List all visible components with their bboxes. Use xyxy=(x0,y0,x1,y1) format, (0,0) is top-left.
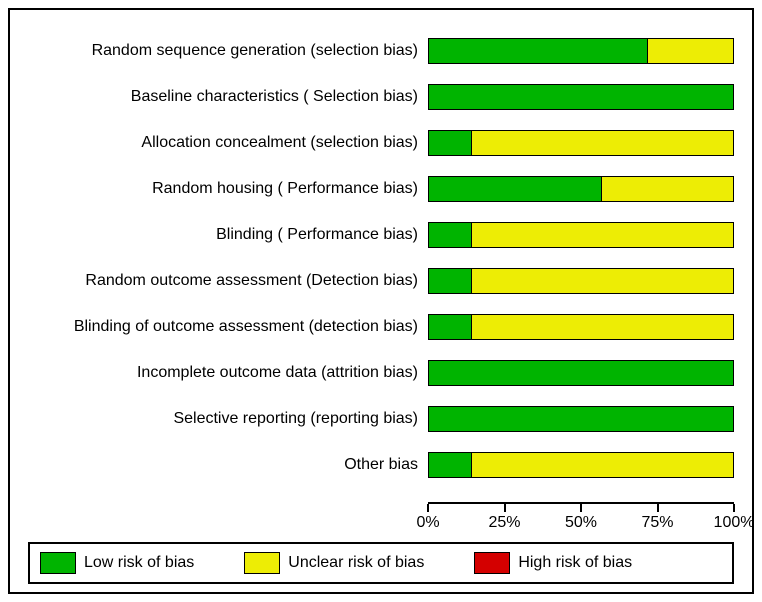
risk-of-bias-chart: Random sequence generation (selection bi… xyxy=(0,0,762,602)
category-labels-column: Random sequence generation (selection bi… xyxy=(28,24,428,502)
stacked-bar xyxy=(428,130,734,156)
category-label-row: Blinding ( Performance bias) xyxy=(28,212,428,258)
category-label-row: Other bias xyxy=(28,442,428,488)
bar-row xyxy=(428,442,734,488)
bar-segment-unclear xyxy=(472,223,733,247)
legend-swatch xyxy=(244,552,280,574)
bar-segment-low xyxy=(429,315,472,339)
stacked-bar xyxy=(428,176,734,202)
axis-tick xyxy=(733,504,735,512)
bar-segment-unclear xyxy=(472,453,733,477)
bar-segment-low xyxy=(429,85,733,109)
bar-row xyxy=(428,120,734,166)
category-label: Allocation concealment (selection bias) xyxy=(28,134,428,152)
legend-item: Unclear risk of bias xyxy=(244,552,424,574)
category-label: Incomplete outcome data (attrition bias) xyxy=(28,364,428,382)
bar-segment-low xyxy=(429,407,733,431)
category-label-row: Random housing ( Performance bias) xyxy=(28,166,428,212)
category-label-row: Blinding of outcome assessment (detectio… xyxy=(28,304,428,350)
category-label: Random outcome assessment (Detection bia… xyxy=(28,272,428,290)
legend-item: High risk of bias xyxy=(474,552,632,574)
bar-row xyxy=(428,212,734,258)
stacked-bar xyxy=(428,314,734,340)
legend-label: Low risk of bias xyxy=(84,554,194,572)
category-label: Blinding of outcome assessment (detectio… xyxy=(28,318,428,336)
axis-tick xyxy=(427,504,429,512)
axis-tick-label: 0% xyxy=(416,514,439,532)
stacked-bar xyxy=(428,406,734,432)
stacked-bar xyxy=(428,222,734,248)
category-label-row: Random sequence generation (selection bi… xyxy=(28,28,428,74)
bar-segment-unclear xyxy=(472,269,733,293)
bar-row xyxy=(428,350,734,396)
stacked-bar xyxy=(428,452,734,478)
legend: Low risk of bias Unclear risk of bias High… xyxy=(28,542,734,584)
axis-tick-label: 50% xyxy=(565,514,597,532)
axis-tick xyxy=(657,504,659,512)
chart-frame: Random sequence generation (selection bi… xyxy=(8,8,754,594)
category-label-row: Selective reporting (reporting bias) xyxy=(28,396,428,442)
legend-swatch xyxy=(474,552,510,574)
bar-segment-unclear xyxy=(472,315,733,339)
axis-tick xyxy=(580,504,582,512)
bar-segment-unclear xyxy=(472,131,733,155)
bar-segment-low xyxy=(429,177,602,201)
bar-segment-low xyxy=(429,453,472,477)
bar-segment-low xyxy=(429,39,648,63)
axis-tick-label: 75% xyxy=(641,514,673,532)
stacked-bar xyxy=(428,268,734,294)
axis-tick-label: 25% xyxy=(488,514,520,532)
bar-row xyxy=(428,258,734,304)
category-label: Other bias xyxy=(28,456,428,474)
bar-segment-low xyxy=(429,223,472,247)
stacked-bar xyxy=(428,360,734,386)
chart-plot-area: Random sequence generation (selection bi… xyxy=(28,24,734,502)
x-axis-area: 0%25%50%75%100% xyxy=(428,502,734,538)
category-label-row: Allocation concealment (selection bias) xyxy=(28,120,428,166)
axis-tick xyxy=(504,504,506,512)
bar-row xyxy=(428,74,734,120)
bar-segment-low xyxy=(429,269,472,293)
legend-swatch xyxy=(40,552,76,574)
legend-label: Unclear risk of bias xyxy=(288,554,424,572)
category-label-row: Baseline characteristics ( Selection bia… xyxy=(28,74,428,120)
legend-item: Low risk of bias xyxy=(40,552,194,574)
bar-row xyxy=(428,396,734,442)
bars-column xyxy=(428,24,734,502)
legend-label: High risk of bias xyxy=(518,554,632,572)
bar-row xyxy=(428,304,734,350)
stacked-bar xyxy=(428,84,734,110)
bar-segment-low xyxy=(429,361,733,385)
category-label: Blinding ( Performance bias) xyxy=(28,226,428,244)
category-label-row: Incomplete outcome data (attrition bias) xyxy=(28,350,428,396)
bar-segment-unclear xyxy=(602,177,733,201)
bar-row xyxy=(428,166,734,212)
category-label: Baseline characteristics ( Selection bia… xyxy=(28,88,428,106)
stacked-bar xyxy=(428,38,734,64)
axis-tick-label: 100% xyxy=(714,514,755,532)
category-label: Random housing ( Performance bias) xyxy=(28,180,428,198)
x-axis: 0%25%50%75%100% xyxy=(28,502,734,538)
bar-row xyxy=(428,28,734,74)
category-label: Selective reporting (reporting bias) xyxy=(28,410,428,428)
bar-segment-low xyxy=(429,131,472,155)
category-label-row: Random outcome assessment (Detection bia… xyxy=(28,258,428,304)
category-label: Random sequence generation (selection bi… xyxy=(28,42,428,60)
bar-segment-unclear xyxy=(648,39,733,63)
